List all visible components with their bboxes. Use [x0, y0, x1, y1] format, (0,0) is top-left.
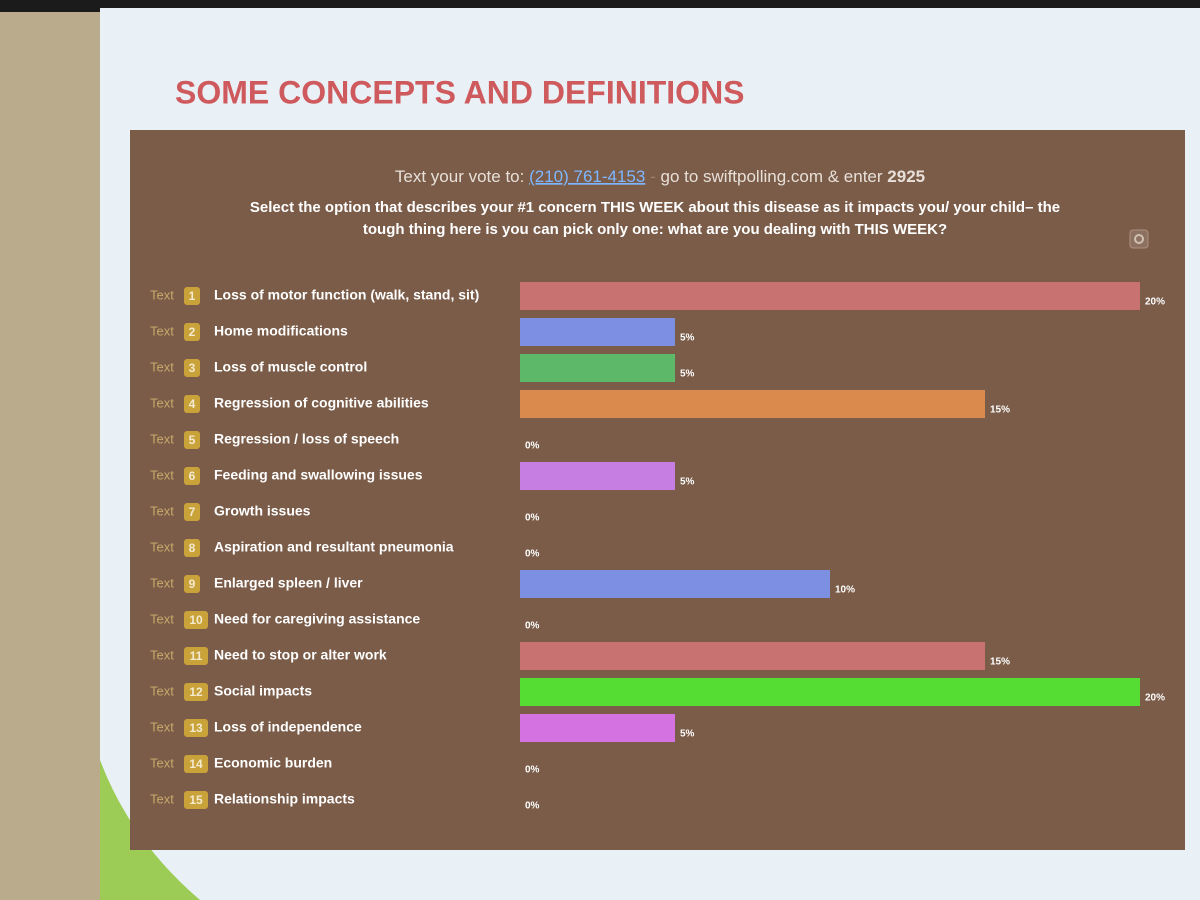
- option-label: Need for caregiving assistance: [214, 611, 420, 627]
- code-badge: [184, 791, 208, 809]
- code-number: 1: [189, 289, 196, 303]
- code-number: 15: [189, 793, 203, 807]
- code-prefix: Text: [150, 395, 174, 410]
- code-number: 14: [189, 757, 203, 771]
- code-prefix: Text: [150, 323, 174, 338]
- code-prefix: Text: [150, 791, 174, 806]
- value-label: 15%: [990, 405, 1010, 416]
- bar: [520, 462, 675, 490]
- settings-icon: [1134, 234, 1144, 244]
- option-label: Regression / loss of speech: [214, 431, 399, 447]
- code-badge: [184, 503, 200, 521]
- code-number: 5: [189, 433, 196, 447]
- option-label: Home modifications: [214, 323, 348, 339]
- option-label: Enlarged spleen / liver: [214, 575, 363, 591]
- code-prefix: Text: [150, 575, 174, 590]
- code-number: 12: [189, 685, 203, 699]
- option-label: Economic burden: [214, 755, 332, 771]
- code-prefix: Text: [150, 359, 174, 374]
- code-prefix: Text: [150, 287, 174, 302]
- code-prefix: Text: [150, 539, 174, 554]
- settings-button[interactable]: [1129, 229, 1149, 249]
- value-label: 20%: [1145, 297, 1165, 308]
- code-badge: [184, 719, 208, 737]
- code-badge: [184, 395, 200, 413]
- code-prefix: Text: [150, 467, 174, 482]
- code-number: 3: [189, 361, 196, 375]
- code-number: 2: [189, 325, 196, 339]
- value-label: 5%: [680, 729, 695, 740]
- vote-line: Text your vote to: (210) 761-4153 - go t…: [395, 167, 925, 186]
- code-prefix: Text: [150, 611, 174, 626]
- value-label: 0%: [525, 549, 540, 560]
- value-label: 5%: [680, 369, 695, 380]
- code-badge: [184, 683, 208, 701]
- slide-title: SOME CONCEPTS AND DEFINITIONS: [175, 74, 745, 110]
- code-badge: [184, 755, 208, 773]
- option-label: Relationship impacts: [214, 791, 355, 807]
- option-label: Loss of muscle control: [214, 359, 367, 375]
- separator: -: [650, 167, 656, 186]
- value-label: 0%: [525, 513, 540, 524]
- option-label: Aspiration and resultant pneumonia: [214, 539, 454, 555]
- code-number: 13: [189, 721, 203, 735]
- code-prefix: Text: [150, 683, 174, 698]
- bar: [520, 354, 675, 382]
- bar: [520, 390, 985, 418]
- vote-site: go to swiftpolling.com & enter: [660, 167, 882, 186]
- option-label: Growth issues: [214, 503, 311, 519]
- option-label: Social impacts: [214, 683, 312, 699]
- value-label: 15%: [990, 657, 1010, 668]
- code-prefix: Text: [150, 431, 174, 446]
- phone-link[interactable]: (210) 761-4153: [529, 167, 645, 186]
- value-label: 5%: [680, 333, 695, 344]
- code-badge: [184, 431, 200, 449]
- question-line: tough thing here is you can pick only on…: [363, 221, 947, 238]
- code-badge: [184, 359, 200, 377]
- code-badge: [184, 467, 200, 485]
- code-prefix: Text: [150, 755, 174, 770]
- code-number: 8: [189, 541, 196, 555]
- poll-rows: Text 1 Loss of motor function (walk, stand…: [150, 282, 1165, 812]
- value-label: 0%: [525, 765, 540, 776]
- value-label: 10%: [835, 585, 855, 596]
- option-label: Feeding and swallowing issues: [214, 467, 423, 483]
- option-label: Loss of motor function (walk, stand, sit…: [214, 287, 479, 303]
- value-label: 0%: [525, 621, 540, 632]
- code-badge: [184, 647, 208, 665]
- code-prefix: Text: [150, 503, 174, 518]
- code-number: 6: [189, 469, 196, 483]
- code-badge: [184, 575, 200, 593]
- bar: [520, 282, 1140, 310]
- code-number: 4: [189, 397, 196, 411]
- code-number: 11: [190, 649, 203, 663]
- option-label: Loss of independence: [214, 719, 362, 735]
- bar: [520, 570, 830, 598]
- value-label: 20%: [1145, 693, 1165, 704]
- value-label: 0%: [525, 441, 540, 452]
- value-label: 5%: [680, 477, 695, 488]
- bar: [520, 678, 1140, 706]
- bar: [520, 642, 985, 670]
- code-badge: [184, 611, 208, 629]
- code-badge: [184, 539, 200, 557]
- code-prefix: Text: [150, 719, 174, 734]
- code-number: 10: [189, 613, 203, 627]
- code-number: 9: [189, 577, 196, 591]
- vote-code: 2925: [887, 167, 925, 186]
- bar: [520, 318, 675, 346]
- code-badge: [184, 287, 200, 305]
- vote-text: Text your vote to:: [395, 167, 524, 186]
- option-label: Need to stop or alter work: [214, 647, 387, 663]
- bar: [520, 714, 675, 742]
- code-badge: [184, 323, 200, 341]
- code-prefix: Text: [150, 647, 174, 662]
- option-label: Regression of cognitive abilities: [214, 395, 429, 411]
- value-label: 0%: [525, 801, 540, 812]
- code-number: 7: [189, 505, 196, 519]
- slide-decoration: [100, 760, 200, 900]
- question-line: Select the option that describes your #1…: [250, 199, 1060, 216]
